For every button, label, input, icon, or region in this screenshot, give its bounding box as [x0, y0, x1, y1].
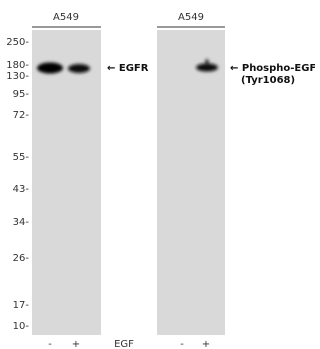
marker-label: 72-	[13, 110, 30, 121]
marker-label: 95-	[13, 89, 30, 100]
lane-label: -	[48, 339, 52, 349]
marker-label: 34-	[13, 217, 30, 228]
cell-line-label: A549	[53, 12, 79, 23]
marker-label: 43-	[13, 184, 30, 195]
band-label: (Tyr1068)	[241, 75, 295, 86]
marker-label: 17-	[13, 300, 30, 311]
blot-panel	[32, 30, 101, 335]
marker-label: 250-	[6, 37, 29, 48]
band	[37, 63, 63, 74]
band-label: ← EGFR	[107, 63, 149, 74]
lane-label: +	[72, 339, 80, 349]
marker-label: 180-	[6, 60, 29, 71]
marker-label: 26-	[13, 253, 30, 264]
marker-label: 130-	[6, 71, 29, 82]
lane-label: -	[180, 339, 184, 349]
lane-label: +	[202, 339, 210, 349]
band-label: ← Phospho-EGFR	[230, 63, 315, 74]
band-smear	[205, 59, 209, 65]
cell-line-label: A549	[178, 12, 204, 23]
blot-figure: A549 A549 ← EGFR ← Phospho-EGFR (Tyr1068…	[0, 0, 315, 349]
marker-label: 55-	[13, 152, 30, 163]
marker-label: 10-	[13, 321, 30, 332]
treatment-label: EGF	[114, 339, 134, 349]
marker-ladder: 250- 180-130- 95- 72- 55- 43- 34- 26- 17- 10-	[6, 37, 29, 332]
band	[68, 64, 90, 73]
blot-panel	[157, 30, 225, 335]
